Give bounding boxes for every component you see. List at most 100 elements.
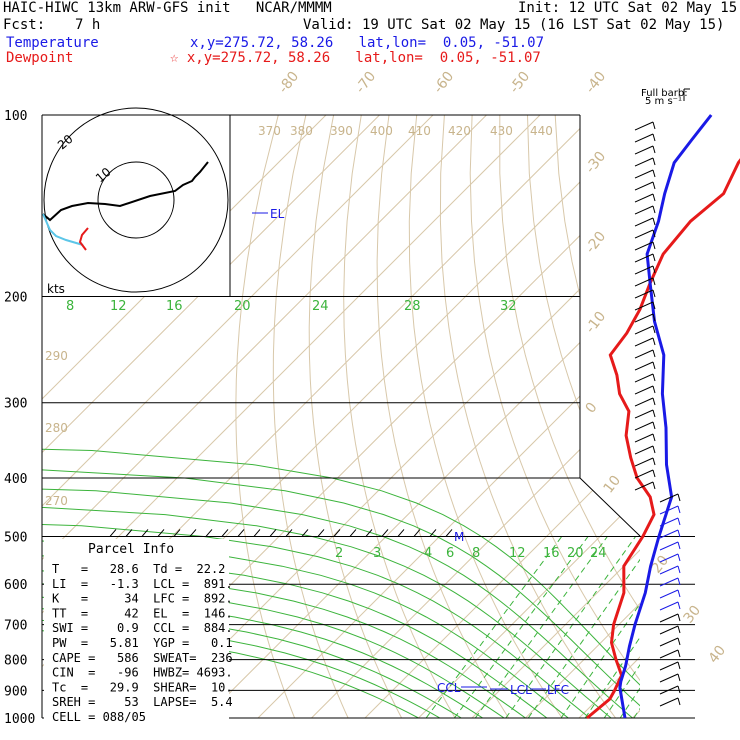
mixing-ratio-label: 12 (509, 546, 526, 561)
hatch-mark (381, 529, 389, 537)
fcst-value: 7 h (75, 17, 101, 33)
wind-barb (659, 589, 681, 599)
mixing-ratio-line (425, 536, 563, 718)
isotherm-line (632, 115, 640, 718)
wind-barb (634, 325, 656, 335)
pressure-tick-label: 400 (4, 472, 27, 487)
mixing-ratio-label: 6 (446, 546, 454, 561)
pressure-tick-label: 700 (4, 619, 27, 634)
parcel-info-row: CELL = 088/05 (52, 710, 146, 724)
mixing-ratio-label: 8 (472, 546, 480, 561)
wind-barb (634, 361, 656, 371)
wind-barb (634, 373, 656, 383)
dry-adiabat-line (694, 115, 740, 718)
dry-adiabat-line (439, 115, 617, 718)
mixing-ratio-label: 12 (110, 299, 127, 314)
isotherm-label: -70 (353, 69, 380, 97)
dry-adiabat-line (343, 115, 456, 718)
theta-label: 270 (45, 494, 68, 508)
wind-barb (634, 385, 656, 395)
hodograph-units: kts (47, 282, 65, 296)
wind-barb (634, 349, 656, 359)
hatch-mark (285, 529, 293, 537)
isotherm-label: 40 (706, 643, 730, 667)
wind-barb (634, 193, 656, 203)
isotherm-line (525, 115, 640, 718)
isotherm-label: -60 (431, 69, 458, 97)
hatch-mark (413, 529, 421, 537)
hatch-mark (221, 529, 229, 537)
theta-label: 410 (408, 124, 431, 138)
ccl-marker: CCL (437, 681, 461, 695)
pressure-tick-label: 900 (4, 684, 27, 699)
wind-barb (634, 241, 656, 251)
mixing-ratio-label: 16 (166, 299, 183, 314)
wind-barb (659, 517, 681, 527)
hatch-mark (109, 529, 117, 537)
wind-barb (634, 289, 656, 299)
wind-barb (634, 457, 656, 467)
isotherm-label: -20 (583, 229, 610, 257)
hatch-mark (125, 529, 133, 537)
dewpoint-coords: ☆ x,y=275.72, 58.26 lat,lon= 0.05, -51.0… (170, 50, 541, 66)
temperature-coords: x,y=275.72, 58.26 lat,lon= 0.05, -51.07 (190, 35, 545, 51)
mixing-ratio-label: 8 (66, 299, 74, 314)
moist-adiabat-line (42, 419, 640, 718)
wind-barb (634, 409, 656, 419)
init-time: Init: 12 UTC Sat 02 May 15 (518, 0, 738, 16)
dry-adiabat-line (272, 115, 349, 718)
pressure-tick-label: 100 (4, 109, 27, 124)
parcel-info-row: PW = 5.81 YGP = 0.1 (52, 636, 233, 650)
pressure-tick-label: 1000 (4, 712, 35, 727)
hatch-mark (429, 529, 437, 537)
isotherm-label: 10 (601, 473, 625, 497)
wind-barb (634, 121, 656, 131)
dry-adiabat-line (721, 115, 740, 718)
dry-adiabat-line (637, 115, 640, 718)
hatch-mark (141, 529, 149, 537)
hatch-mark (269, 529, 277, 537)
wind-barb (634, 157, 656, 167)
isotherm-label: -30 (583, 149, 610, 177)
el-marker: EL (270, 207, 285, 221)
isotherm-line (418, 115, 640, 718)
hatch-mark (317, 529, 325, 537)
hatch-mark (157, 529, 165, 537)
hatch-mark (349, 529, 357, 537)
pressure-tick-label: 500 (4, 530, 27, 545)
hatch-mark (237, 529, 245, 537)
hodograph-trace-lower (42, 213, 84, 246)
dry-adiabat-line (469, 115, 640, 718)
lfc-marker: LFC (547, 683, 569, 697)
parcel-info-row: LI = -1.3 LCL = 891. (52, 577, 233, 591)
wind-barb (634, 277, 656, 287)
wind-barb (659, 565, 681, 575)
isotherm-label: -10 (583, 309, 610, 337)
hodograph: 10 20 kts (42, 107, 231, 296)
isotherm-line (204, 115, 640, 718)
wind-barb (659, 613, 681, 623)
hatch-mark (301, 529, 309, 537)
parcel-info-row: K = 34 LFC = 892. (52, 592, 233, 606)
wind-barb (634, 421, 656, 431)
mixing-ratio-line (474, 536, 608, 718)
wind-barb (634, 301, 656, 311)
wind-barb (659, 649, 681, 659)
moist-adiabat-line (42, 514, 569, 718)
hodograph-trace-upper (42, 161, 209, 222)
parcel-info-panel: Parcel Info T = 28.6 Td = 22.2LI = -1.3 … (44, 539, 233, 735)
lcl-marker: LCL (510, 683, 532, 697)
parcel-info-row: Tc = 29.9 SHEAR= 10. (52, 680, 233, 694)
hatch-mark (189, 529, 197, 537)
wind-barb (634, 313, 656, 323)
wind-barb (634, 265, 656, 275)
mixing-ratio-label: 24 (312, 299, 329, 314)
wind-barb (659, 493, 681, 503)
hodograph-ring-inner (97, 161, 175, 239)
wind-barb (659, 685, 681, 695)
wind-barb (659, 505, 681, 515)
wind-barb (634, 133, 656, 143)
isotherm-line (150, 115, 640, 718)
mixing-ratio-label: 20 (567, 546, 584, 561)
